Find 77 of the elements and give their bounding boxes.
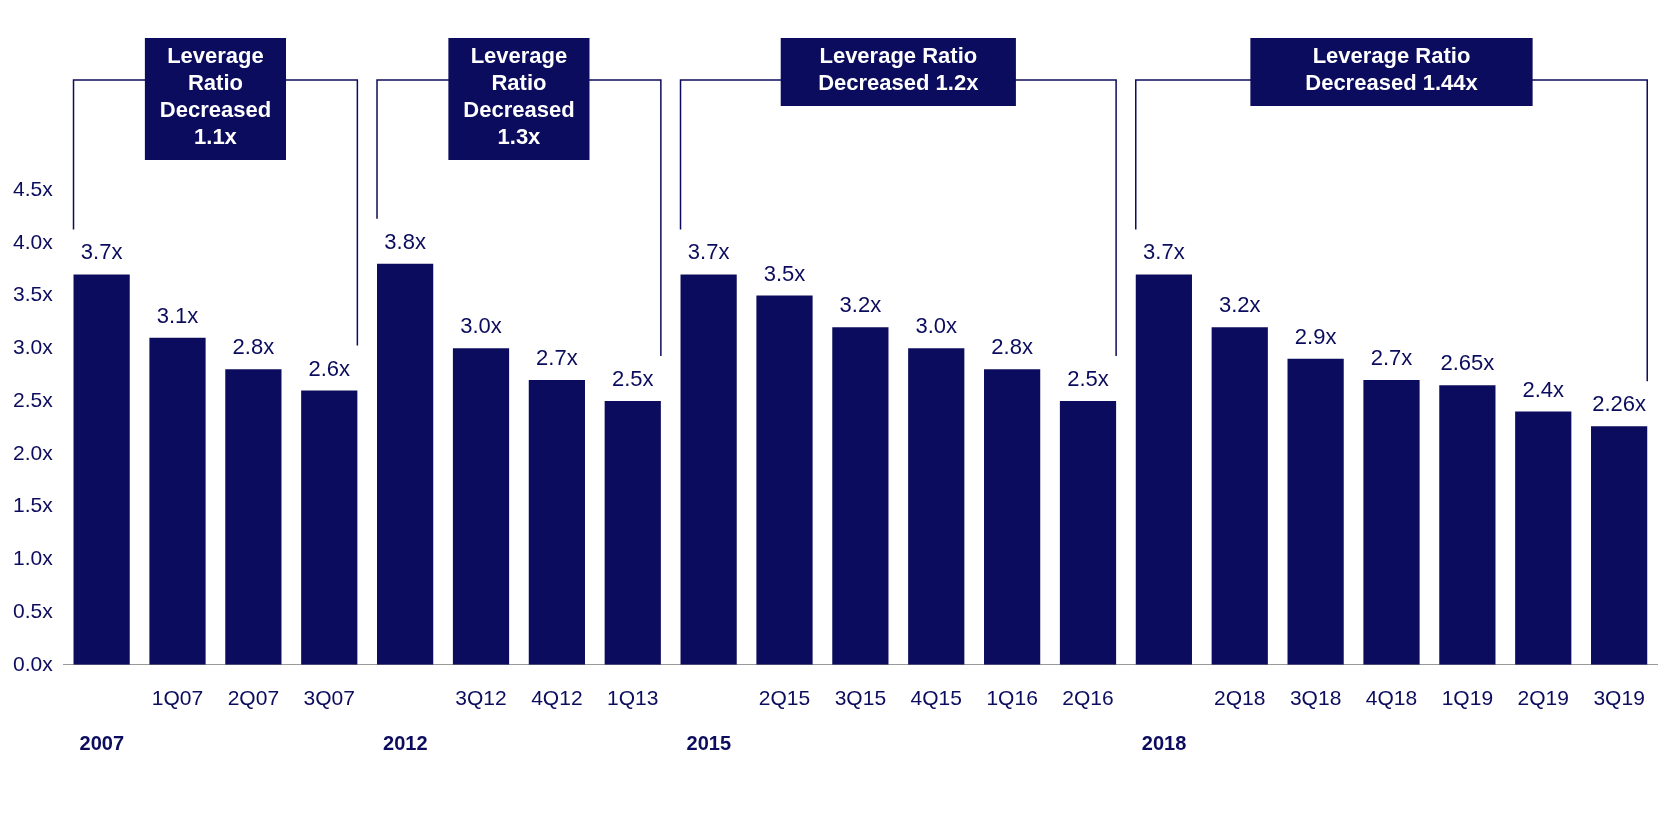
data-label: 3.7x [687,239,730,265]
text: Leverage Ratio Decreased 1.44x [1305,43,1479,96]
data-label: 3.2x [839,292,882,318]
bar [908,348,965,665]
y-tick-label: 3.0x [12,335,54,359]
y-tick-label: 2.5x [12,387,54,411]
bar [1515,411,1572,665]
y-tick-label: 2.0x [12,440,54,464]
data-label: 2.6x [308,355,351,381]
bar [452,348,510,665]
text: 2012 [383,732,428,755]
x-tick-label: 3Q07 [303,686,355,710]
y-tick-label: 3.5x [12,282,54,306]
bar [528,379,585,665]
data-label: 2.5x [1067,366,1109,392]
text: Leverage Ratio Decreased 1.2x [818,43,980,96]
x-tick-label: 3Q12 [455,686,507,710]
bar [984,369,1041,665]
text: Leverage Ratio Decreased 1.1x [159,43,272,150]
bar [1211,327,1268,665]
bar [73,274,130,665]
data-label: 3.1x [156,302,199,328]
x-tick-label: 1Q07 [151,686,204,710]
data-label: 3.0x [460,313,502,339]
data-label: 2.4x [1522,376,1565,402]
y-tick-label: 4.5x [12,176,54,200]
x-tick-label: 4Q15 [910,686,962,710]
y-tick-label: 0.0x [12,651,54,675]
x-tick-label: 3Q15 [834,686,887,710]
data-label: 2.9x [1294,323,1337,349]
bar [1363,379,1420,665]
text: Leverage Ratio Decreased 1.3x [463,43,575,150]
bar [301,390,358,665]
x-tick-label: 2Q07 [227,686,280,710]
text: 2007 [79,732,125,755]
x-tick-label: 3Q19 [1593,686,1645,710]
bar [680,274,737,665]
bar [1439,385,1496,665]
x-tick-label: 2Q18 [1214,686,1266,710]
data-label: 2.65x [1440,350,1495,376]
text: 2015 [686,732,732,755]
data-label: 3.8x [384,228,426,254]
data-label: 3.5x [763,260,806,286]
x-tick-label: 3Q18 [1289,686,1342,710]
bar [225,369,282,665]
bar [1287,358,1344,665]
data-label: 2.7x [536,344,578,370]
x-tick-label: 2Q19 [1517,686,1569,710]
bar [377,263,434,665]
bar [1591,426,1648,665]
x-tick-label: 2Q15 [758,686,811,710]
x-tick-label: 4Q18 [1365,686,1418,710]
data-label: 2.7x [1370,344,1413,370]
bar [1135,274,1192,665]
x-tick-label: 1Q16 [986,686,1038,710]
bar [756,295,813,665]
data-label: 3.2x [1218,292,1261,318]
text: 2018 [1141,732,1187,755]
data-label: 2.26x [1592,391,1647,417]
y-tick-label: 4.0x [12,229,54,253]
y-tick-label: 0.5x [12,598,54,622]
data-label: 3.0x [915,313,958,339]
data-label: 2.5x [611,366,654,392]
x-tick-label: 2Q16 [1062,686,1114,710]
y-tick-label: 1.5x [12,493,54,517]
bar [604,401,661,665]
data-label: 3.7x [1143,239,1185,265]
bar [832,327,889,665]
bar [149,337,206,665]
x-tick-label: 1Q13 [607,686,659,710]
data-label: 2.8x [991,334,1033,360]
data-label: 3.7x [80,239,123,265]
bar [1059,401,1117,665]
y-tick-label: 1.0x [12,546,54,570]
data-label: 2.8x [232,334,275,360]
x-tick-label: 1Q19 [1441,686,1494,710]
x-tick-label: 4Q12 [531,686,583,710]
